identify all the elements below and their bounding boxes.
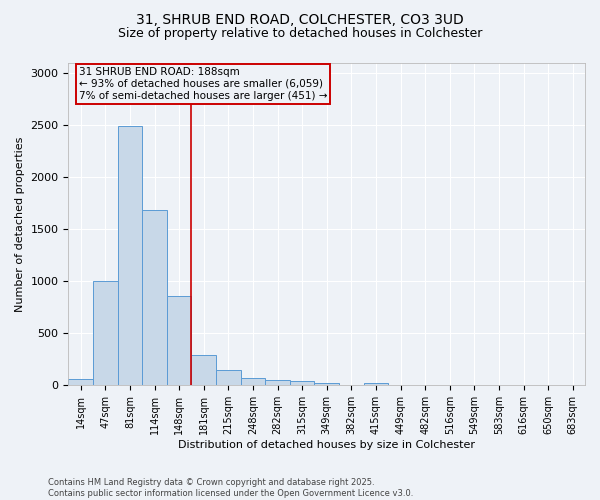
Bar xyxy=(118,126,142,386)
Bar xyxy=(93,281,118,386)
Bar xyxy=(68,378,93,386)
Bar xyxy=(290,381,314,386)
Text: Contains HM Land Registry data © Crown copyright and database right 2025.
Contai: Contains HM Land Registry data © Crown c… xyxy=(48,478,413,498)
Text: Size of property relative to detached houses in Colchester: Size of property relative to detached ho… xyxy=(118,28,482,40)
Text: 31, SHRUB END ROAD, COLCHESTER, CO3 3UD: 31, SHRUB END ROAD, COLCHESTER, CO3 3UD xyxy=(136,12,464,26)
Bar xyxy=(191,355,216,386)
Bar xyxy=(167,296,191,386)
Bar xyxy=(314,382,339,386)
Bar xyxy=(265,380,290,386)
X-axis label: Distribution of detached houses by size in Colchester: Distribution of detached houses by size … xyxy=(178,440,475,450)
Bar xyxy=(216,370,241,386)
Text: 31 SHRUB END ROAD: 188sqm
← 93% of detached houses are smaller (6,059)
7% of sem: 31 SHRUB END ROAD: 188sqm ← 93% of detac… xyxy=(79,68,327,100)
Bar xyxy=(241,378,265,386)
Bar xyxy=(364,384,388,386)
Y-axis label: Number of detached properties: Number of detached properties xyxy=(15,136,25,312)
Bar xyxy=(142,210,167,386)
